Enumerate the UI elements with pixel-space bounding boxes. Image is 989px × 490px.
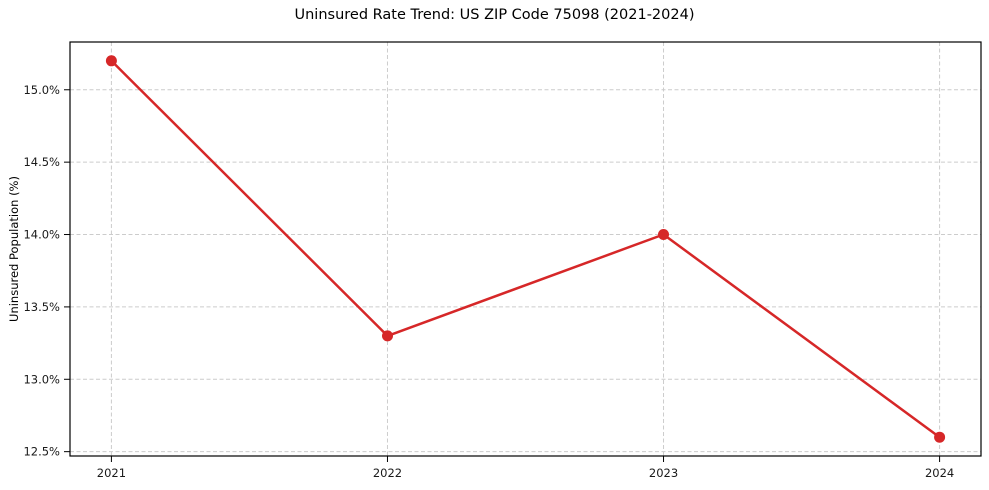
y-tick-label: 14.0% [23, 228, 60, 242]
y-tick-label: 12.5% [23, 445, 60, 459]
x-tick-label: 2023 [649, 466, 678, 480]
x-tick-label: 2021 [97, 466, 126, 480]
x-tick-label: 2024 [925, 466, 954, 480]
y-tick-label: 13.5% [23, 300, 60, 314]
x-tick-label: 2022 [373, 466, 402, 480]
data-point-2023 [658, 229, 669, 240]
y-tick-label: 15.0% [23, 83, 60, 97]
trend-line [110, 59, 941, 439]
data-point-2022 [382, 330, 393, 342]
y-tick-label: 14.5% [23, 155, 60, 169]
data-point-2024 [934, 431, 946, 443]
plot-border [69, 41, 982, 457]
y-tick-label: 13.0% [23, 372, 60, 386]
data-point-2021 [105, 55, 117, 67]
chart-title: Uninsured Rate Trend: US ZIP Code 75098 … [294, 7, 695, 23]
